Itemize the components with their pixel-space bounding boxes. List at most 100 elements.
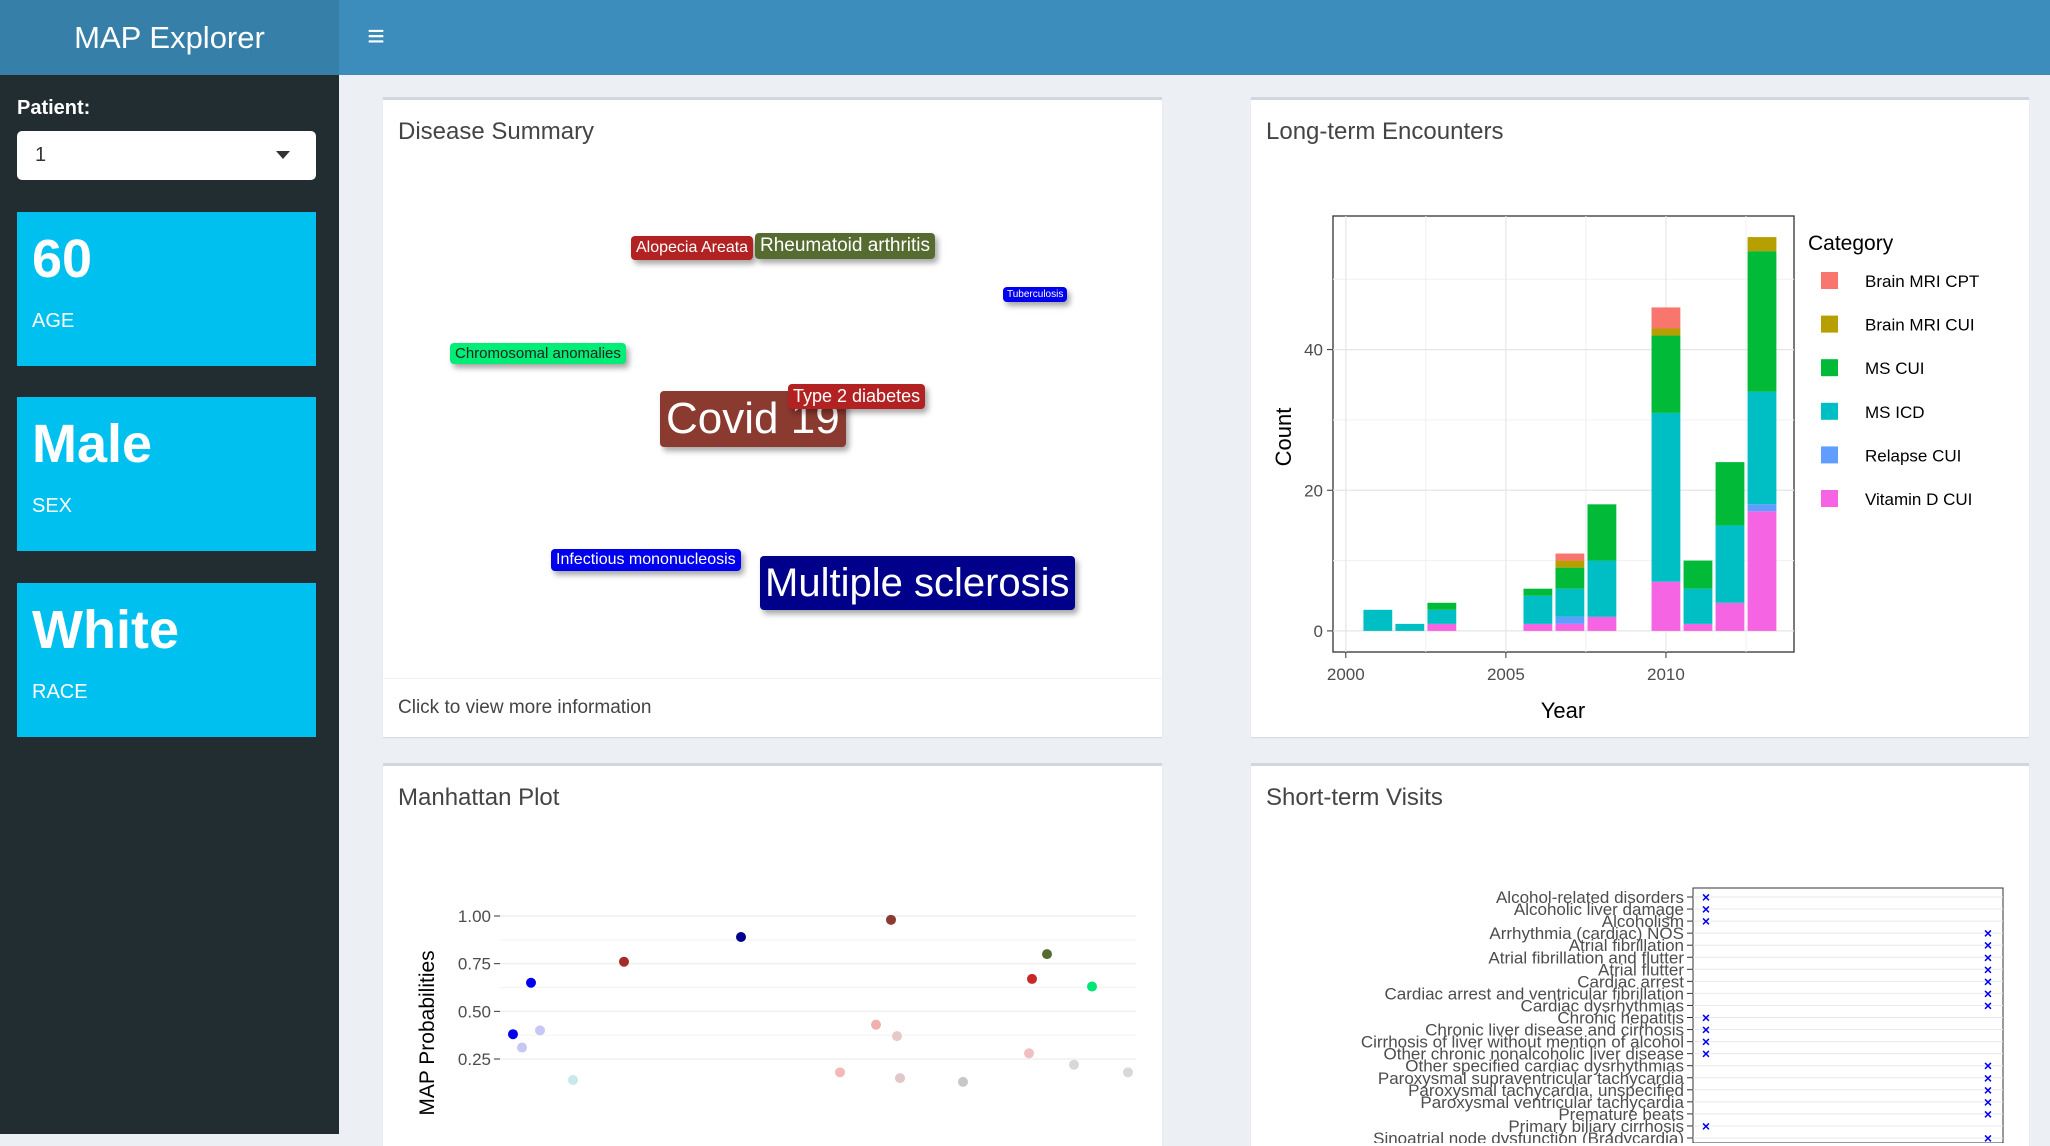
bar-segment[interactable]: [1587, 504, 1617, 561]
bar-segment[interactable]: [1395, 623, 1425, 631]
category-label: Atrial fibrillation and flutter: [1488, 948, 1684, 967]
y-tick-label: 1.00: [458, 907, 491, 926]
visit-marker[interactable]: ×: [1984, 937, 1992, 953]
data-point[interactable]: [535, 1025, 545, 1036]
category-label: Atrial flutter: [1598, 960, 1684, 979]
x-tick-label: 2000: [1327, 665, 1365, 684]
visit-marker[interactable]: ×: [1984, 1082, 1992, 1098]
sex-value: Male: [32, 414, 153, 474]
category-label: Paroxysmal ventricular tachycardia: [1420, 1093, 1684, 1112]
y-tick-label: 0.25: [458, 1050, 491, 1069]
visit-marker[interactable]: ×: [1702, 1118, 1710, 1134]
word-infectious-mononucleosis[interactable]: Infectious mononucleosis: [551, 549, 741, 571]
patient-select[interactable]: 1: [17, 131, 316, 180]
bar-segment[interactable]: [1587, 560, 1617, 617]
visit-marker[interactable]: ×: [1984, 949, 1992, 965]
data-point[interactable]: [892, 1031, 902, 1042]
visit-marker[interactable]: ×: [1984, 1070, 1992, 1086]
visit-marker[interactable]: ×: [1702, 1046, 1710, 1062]
x-axis-label: Year: [1541, 698, 1585, 723]
bar-segment[interactable]: [1523, 595, 1553, 624]
legend-label: MS CUI: [1865, 359, 1925, 378]
bar-segment[interactable]: [1747, 391, 1777, 505]
bar-segment[interactable]: [1651, 307, 1681, 329]
visit-marker[interactable]: ×: [1702, 901, 1710, 917]
bar-segment[interactable]: [1651, 335, 1681, 413]
bar-segment[interactable]: [1747, 504, 1777, 512]
app-title[interactable]: MAP Explorer: [0, 0, 339, 75]
visit-marker[interactable]: ×: [1984, 973, 1992, 989]
bar-segment[interactable]: [1651, 412, 1681, 582]
data-point[interactable]: [619, 956, 629, 967]
visit-marker[interactable]: ×: [1984, 1130, 1992, 1143]
bar-segment[interactable]: [1555, 623, 1585, 631]
sidebar-toggle-icon[interactable]: ≡: [367, 20, 385, 53]
data-point[interactable]: [1123, 1067, 1133, 1078]
legend-swatch: [1821, 446, 1838, 464]
visit-marker[interactable]: ×: [1984, 1106, 1992, 1122]
bar-segment[interactable]: [1715, 602, 1745, 631]
word-rheumatoid-arthritis[interactable]: Rheumatoid arthritis: [755, 233, 936, 259]
word-alopecia-areata[interactable]: Alopecia Areata: [631, 236, 754, 260]
data-point[interactable]: [1087, 981, 1097, 992]
x-tick-label: 2005: [1487, 665, 1525, 684]
visit-marker[interactable]: ×: [1984, 961, 1992, 977]
data-point[interactable]: [871, 1019, 881, 1030]
data-point[interactable]: [517, 1042, 527, 1053]
visit-marker[interactable]: ×: [1702, 1010, 1710, 1026]
visit-marker[interactable]: ×: [1984, 985, 1992, 1001]
category-label: Sinoatrial node dysfunction (Bradycardia…: [1373, 1129, 1684, 1143]
bar-segment[interactable]: [1587, 616, 1617, 631]
patient-select-value: 1: [35, 144, 47, 166]
data-point[interactable]: [886, 914, 896, 925]
disease-summary-box: Disease Summary Alopecia Areata Rheumato…: [383, 97, 1162, 737]
visit-marker[interactable]: ×: [1984, 925, 1992, 941]
visit-marker[interactable]: ×: [1702, 889, 1710, 905]
data-point[interactable]: [958, 1076, 968, 1087]
data-point[interactable]: [526, 977, 536, 988]
visit-marker[interactable]: ×: [1702, 913, 1710, 929]
bar-segment[interactable]: [1555, 560, 1585, 568]
data-point[interactable]: [1069, 1059, 1079, 1070]
bar-segment[interactable]: [1683, 623, 1713, 631]
data-point[interactable]: [568, 1074, 578, 1085]
bar-segment[interactable]: [1683, 560, 1713, 589]
bar-segment[interactable]: [1715, 462, 1745, 526]
data-point[interactable]: [1042, 949, 1052, 960]
bar-segment[interactable]: [1651, 328, 1681, 336]
data-point[interactable]: [1024, 1048, 1034, 1059]
bar-segment[interactable]: [1747, 511, 1777, 631]
word-multiple-sclerosis[interactable]: Multiple sclerosis: [760, 556, 1075, 610]
bar-segment[interactable]: [1523, 623, 1553, 631]
data-point[interactable]: [895, 1073, 905, 1084]
bar-segment[interactable]: [1427, 602, 1457, 610]
bar-segment[interactable]: [1555, 588, 1585, 617]
data-point[interactable]: [835, 1067, 845, 1078]
visit-marker[interactable]: ×: [1702, 1022, 1710, 1038]
word-tuberculosis[interactable]: Tuberculosis: [1003, 287, 1068, 302]
word-chromosomal-anomalies[interactable]: Chromosomal anomalies: [450, 343, 626, 364]
visit-marker[interactable]: ×: [1702, 1034, 1710, 1050]
visit-marker[interactable]: ×: [1984, 1094, 1992, 1110]
visit-marker[interactable]: ×: [1984, 997, 1992, 1013]
data-point[interactable]: [736, 931, 746, 942]
bar-segment[interactable]: [1651, 581, 1681, 631]
y-axis-label: MAP Probabilities: [416, 950, 439, 1115]
bar-segment[interactable]: [1747, 251, 1777, 392]
bar-segment[interactable]: [1523, 588, 1553, 596]
bar-segment[interactable]: [1427, 609, 1457, 624]
age-value: 60: [32, 229, 93, 289]
visit-marker[interactable]: ×: [1984, 1058, 1992, 1074]
data-point[interactable]: [1027, 973, 1037, 984]
category-label: Cardiac dysrhythmias: [1521, 996, 1684, 1015]
bar-segment[interactable]: [1683, 588, 1713, 624]
bar-segment[interactable]: [1363, 609, 1393, 631]
bar-segment[interactable]: [1427, 623, 1457, 631]
data-point[interactable]: [508, 1029, 518, 1040]
bar-segment[interactable]: [1715, 525, 1745, 603]
bar-segment[interactable]: [1747, 237, 1777, 252]
bar-segment[interactable]: [1555, 567, 1585, 589]
bar-segment[interactable]: [1555, 553, 1585, 561]
word-type-2-diabetes[interactable]: Type 2 diabetes: [788, 384, 926, 409]
bar-segment[interactable]: [1555, 616, 1585, 624]
